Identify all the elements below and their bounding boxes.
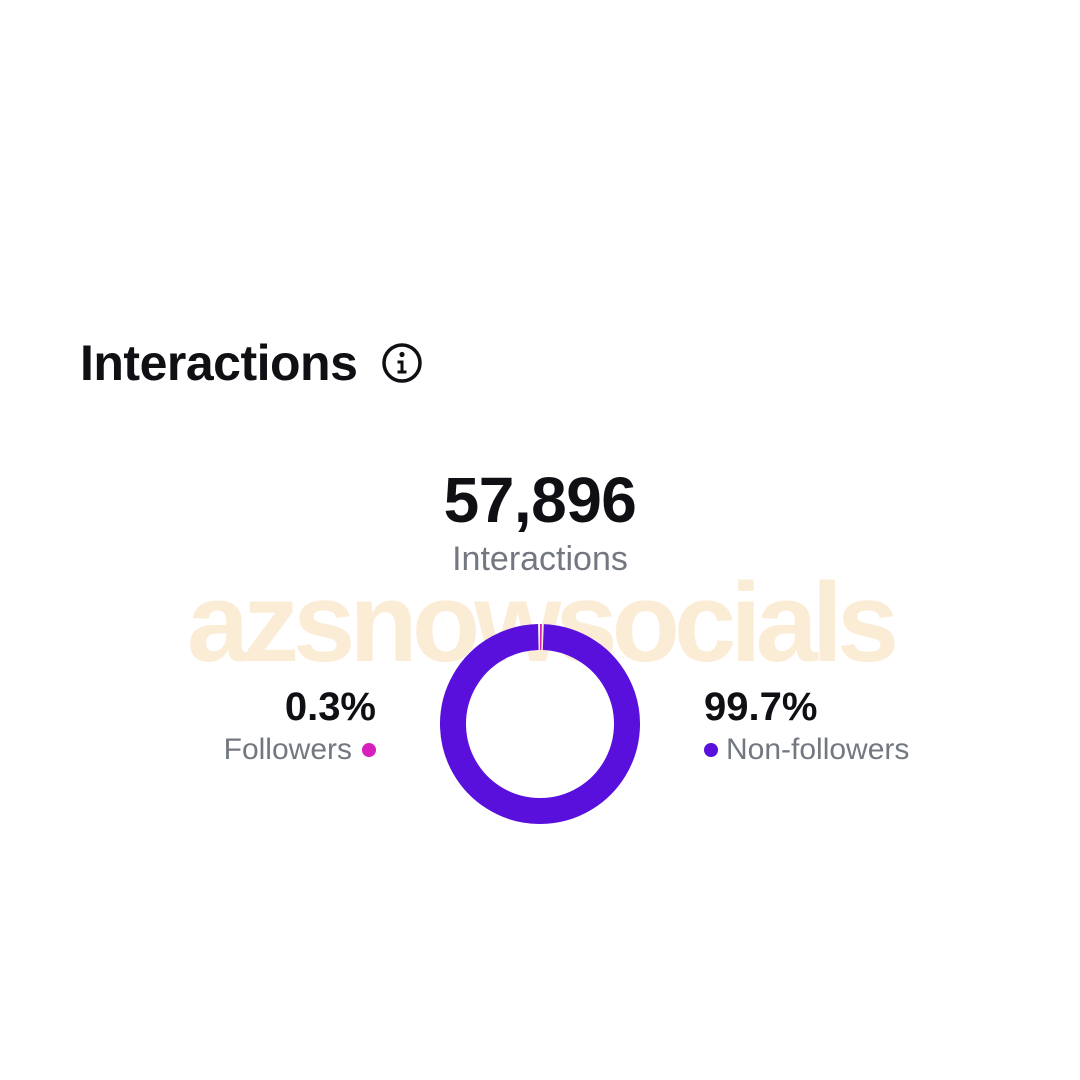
- total-value: 57,896: [443, 464, 637, 536]
- non-followers-stat: 99.7% Non-followers: [704, 684, 909, 770]
- followers-legend: Followers: [224, 730, 376, 770]
- non-followers-dot-icon: [704, 743, 718, 757]
- total-label: Interactions: [452, 540, 628, 578]
- donut-segment-non-followers: [440, 624, 640, 824]
- info-icon[interactable]: [381, 342, 423, 384]
- non-followers-percent: 99.7%: [704, 685, 818, 729]
- followers-dot-icon: [362, 743, 376, 757]
- donut-chart: [440, 624, 640, 824]
- followers-stat: 0.3% Followers: [224, 684, 376, 770]
- section-header: Interactions: [80, 328, 423, 398]
- followers-percent: 0.3%: [284, 685, 376, 729]
- followers-label: Followers: [223, 733, 352, 766]
- total-interactions: 57,896 Interactions: [0, 462, 1080, 580]
- non-followers-legend: Non-followers: [704, 730, 909, 770]
- section-title: Interactions: [80, 335, 358, 391]
- non-followers-label: Non-followers: [726, 733, 910, 766]
